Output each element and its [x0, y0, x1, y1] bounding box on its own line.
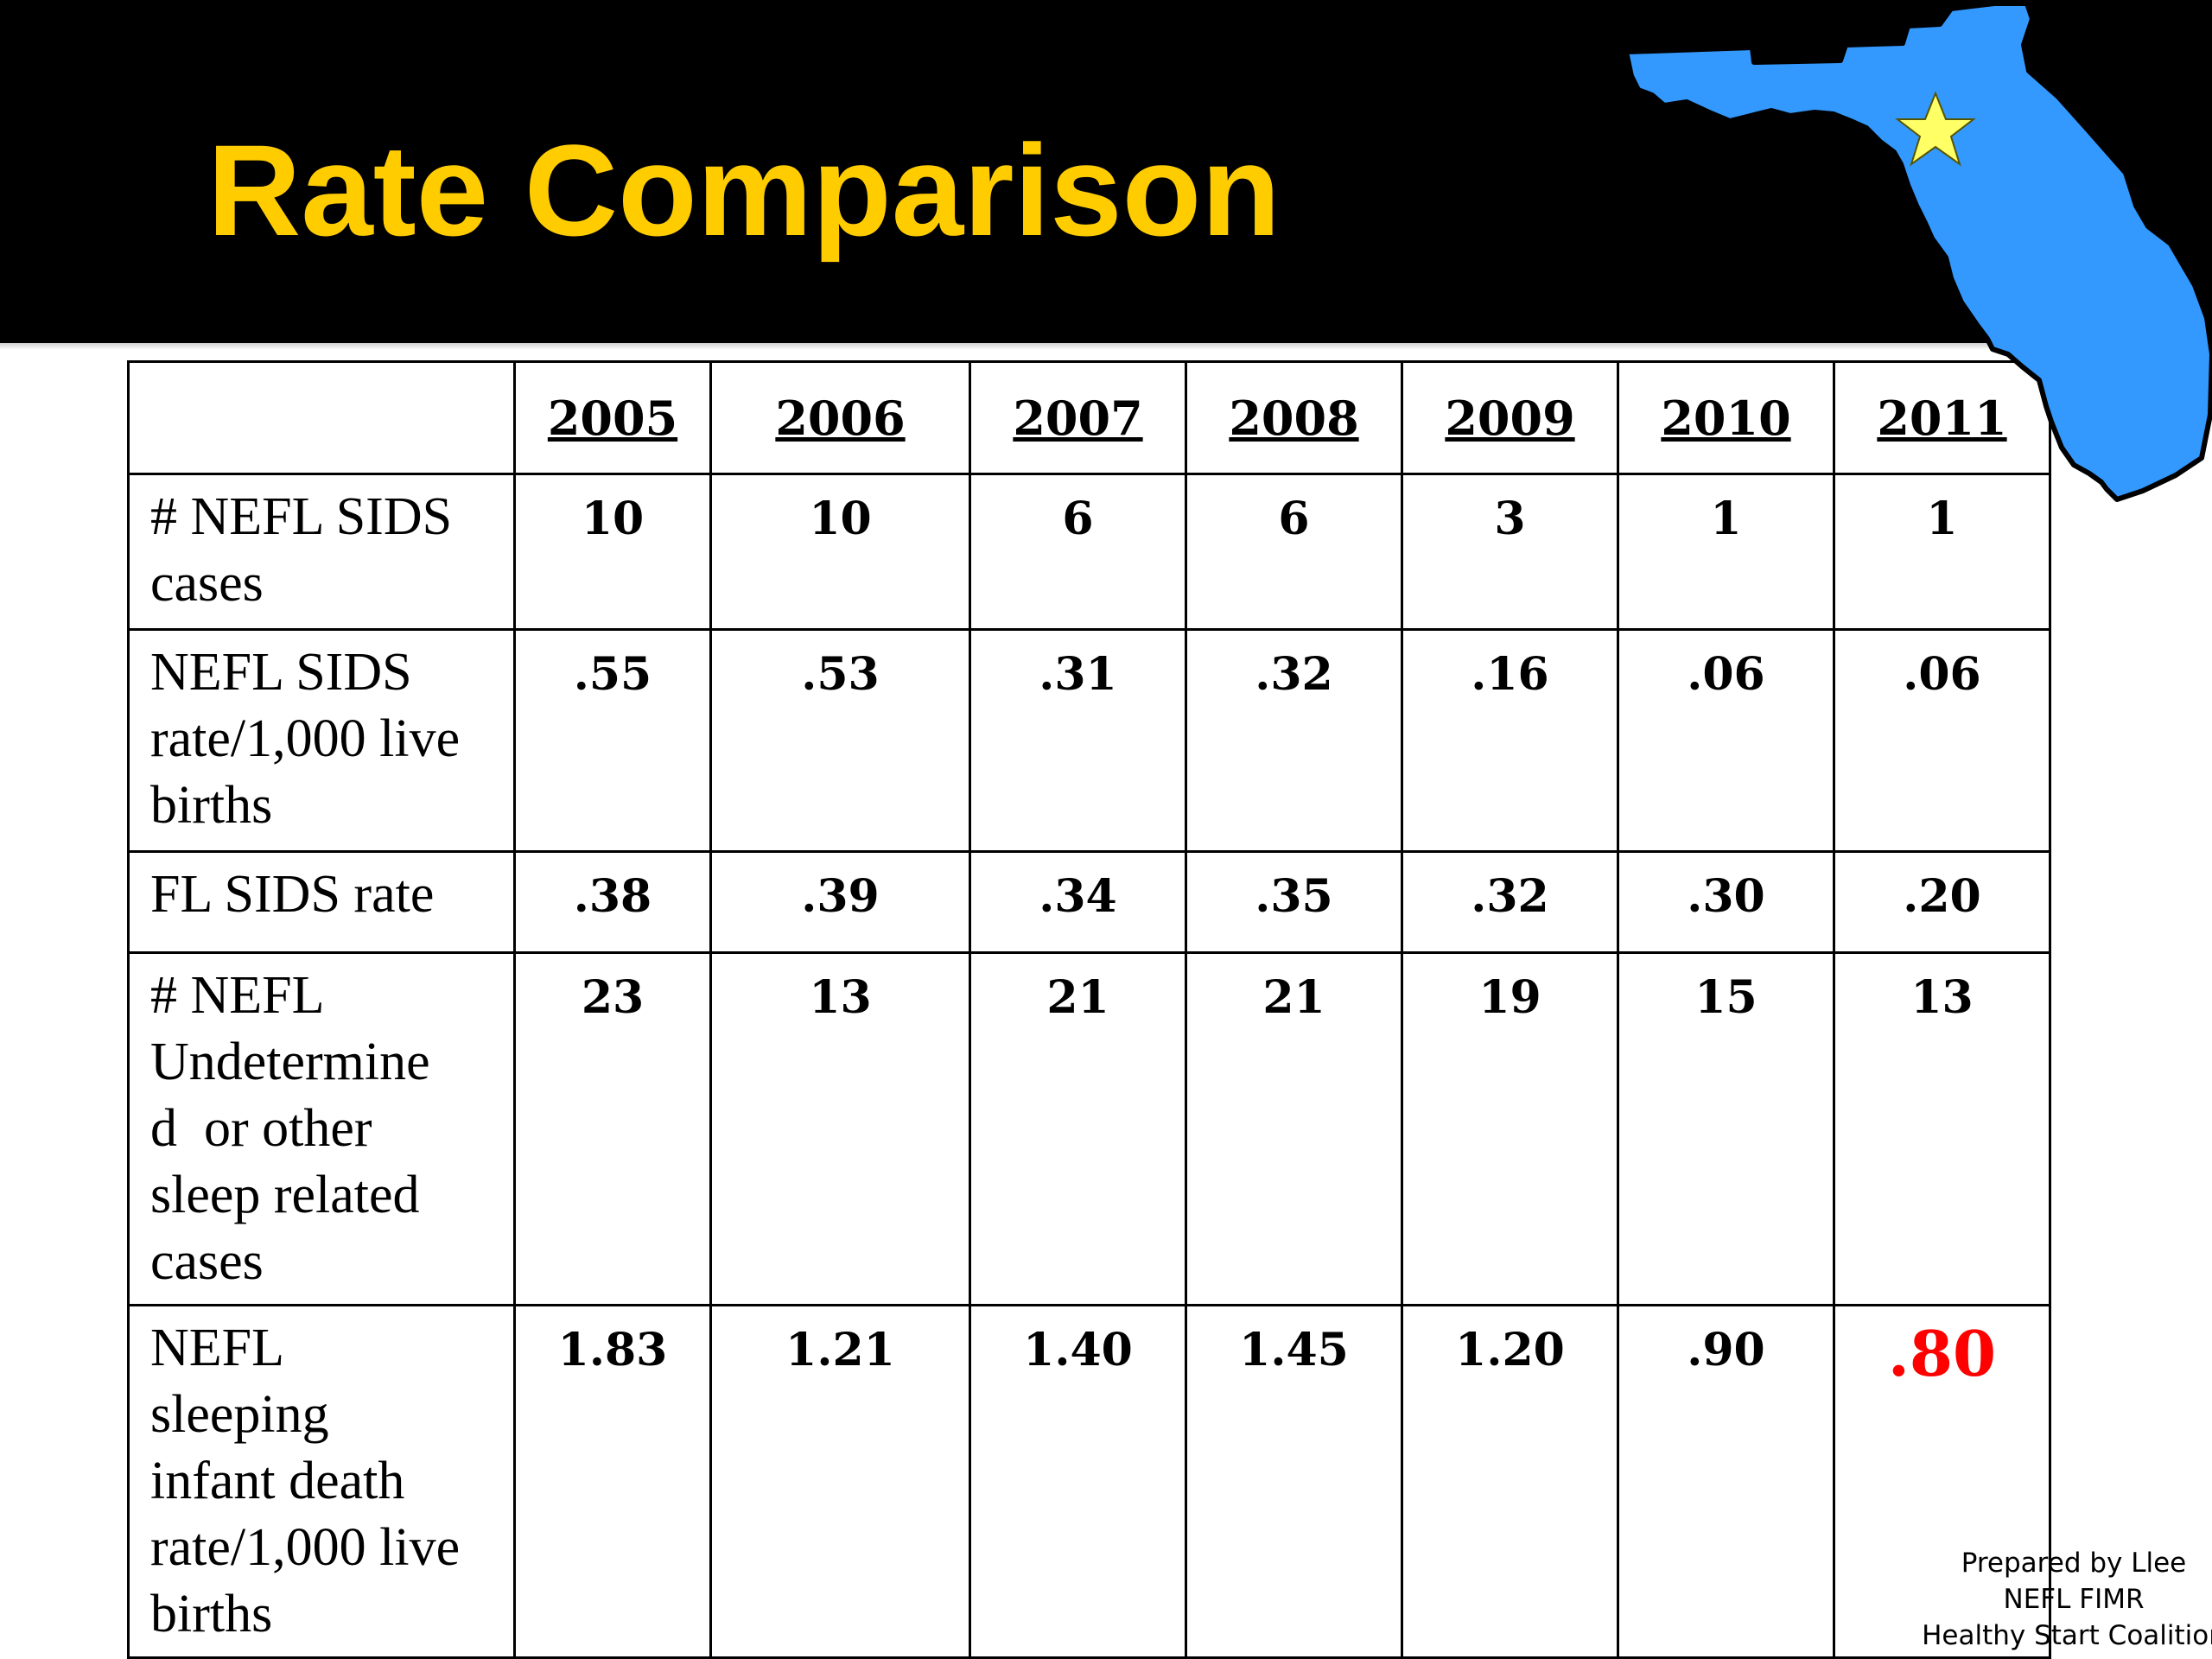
- credit-line: Prepared by Llee: [1961, 1548, 2187, 1579]
- table-cell: .38: [513, 850, 712, 954]
- table-cell: 10: [513, 473, 712, 631]
- year-header: 2008: [1185, 360, 1403, 475]
- corner-cell: [127, 360, 516, 475]
- table-row: # NEFL Undetermine d or other sleep rela…: [127, 951, 2051, 1306]
- table-cell: .34: [969, 850, 1187, 954]
- highlighted-rate-cell: .80: [1833, 1304, 2051, 1659]
- row-label-line: births: [150, 776, 273, 835]
- year-header: 2007: [969, 360, 1187, 475]
- header-divider: [0, 343, 2212, 350]
- table-cell: 19: [1401, 951, 1619, 1306]
- table-cell: 21: [1185, 951, 1403, 1306]
- header-row: 2005 2006 2007 2008 2009 2010 2011: [127, 360, 2051, 475]
- credit-note: Prepared by Llee NEFL FIMR Healthy Start…: [1905, 1545, 2212, 1654]
- row-label: FL SIDS rate: [127, 850, 516, 954]
- row-label-line: rate/1,000 live: [150, 709, 461, 768]
- table-cell: 1: [1833, 473, 2051, 631]
- table-row: NEFL sleeping infant death rate/1,000 li…: [127, 1304, 2051, 1659]
- row-label-line: d or other: [150, 1099, 372, 1158]
- row-label-line: rate/1,000 live: [150, 1518, 461, 1577]
- table-cell: .31: [969, 628, 1187, 853]
- credit-line: NEFL FIMR: [2003, 1584, 2145, 1615]
- table-cell: .30: [1617, 850, 1835, 954]
- table-cell: 13: [709, 951, 971, 1306]
- table-cell: 13: [1833, 951, 2051, 1306]
- table-cell: 10: [709, 473, 971, 631]
- row-label-line: # NEFL: [150, 966, 325, 1025]
- year-header: 2010: [1617, 360, 1835, 475]
- table-cell: 6: [969, 473, 1187, 631]
- table-cell: 23: [513, 951, 712, 1306]
- row-label-line: NEFL SIDS: [150, 643, 412, 702]
- star-icon: [1895, 91, 1976, 167]
- row-label-line: cases: [150, 554, 264, 613]
- row-label: # NEFL SIDS cases: [127, 473, 516, 631]
- row-label: NEFL sleeping infant death rate/1,000 li…: [127, 1304, 516, 1659]
- row-label-line: sleeping: [150, 1385, 329, 1444]
- row-label-line: # NEFL SIDS: [150, 487, 453, 546]
- row-label-line: sleep related: [150, 1166, 420, 1224]
- table-cell: 1.45: [1185, 1304, 1403, 1659]
- table-cell: .32: [1401, 850, 1619, 954]
- table-cell: 15: [1617, 951, 1835, 1306]
- year-header: 2009: [1401, 360, 1619, 475]
- table-cell: .35: [1185, 850, 1403, 954]
- table-cell: 6: [1185, 473, 1403, 631]
- row-label-line: cases: [150, 1232, 264, 1291]
- florida-map-icon: [1624, 1, 2212, 502]
- slide-title: Rate Comparison: [207, 118, 1281, 263]
- row-label-line: NEFL: [150, 1319, 284, 1377]
- row-label-line: births: [150, 1585, 273, 1643]
- table-row: NEFL SIDS rate/1,000 live births .55 .53…: [127, 628, 2051, 853]
- table-row: FL SIDS rate .38 .39 .34 .35 .32 .30 .20: [127, 850, 2051, 954]
- row-label: NEFL SIDS rate/1,000 live births: [127, 628, 516, 853]
- year-header: 2011: [1833, 360, 2051, 475]
- table-cell: 1.21: [709, 1304, 971, 1659]
- table-cell: 1: [1617, 473, 1835, 631]
- table-cell: .90: [1617, 1304, 1835, 1659]
- credit-line: Healthy Start Coalition: [1922, 1620, 2212, 1651]
- table-cell: 3: [1401, 473, 1619, 631]
- table-row: # NEFL SIDS cases 10 10 6 6 3 1 1: [127, 473, 2051, 631]
- table-cell: 1.20: [1401, 1304, 1619, 1659]
- year-header: 2006: [709, 360, 971, 475]
- table-cell: .16: [1401, 628, 1619, 853]
- rate-comparison-table: 2005 2006 2007 2008 2009 2010 2011 # NEF…: [127, 360, 2051, 1659]
- row-label-line: FL SIDS rate: [150, 865, 435, 924]
- table-cell: 1.83: [513, 1304, 712, 1659]
- table-cell: .06: [1833, 628, 2051, 853]
- table-cell: .20: [1833, 850, 2051, 954]
- table-cell: 1.40: [969, 1304, 1187, 1659]
- year-header: 2005: [513, 360, 712, 475]
- table-cell: 21: [969, 951, 1187, 1306]
- table-cell: .06: [1617, 628, 1835, 853]
- table-cell: .39: [709, 850, 971, 954]
- row-label: # NEFL Undetermine d or other sleep rela…: [127, 951, 516, 1306]
- table-cell: .55: [513, 628, 712, 853]
- row-label-line: Undetermine: [150, 1033, 430, 1091]
- table-cell: .53: [709, 628, 971, 853]
- florida-outline: [1624, 1, 2212, 502]
- table-cell: .32: [1185, 628, 1403, 853]
- row-label-line: infant death: [150, 1452, 405, 1510]
